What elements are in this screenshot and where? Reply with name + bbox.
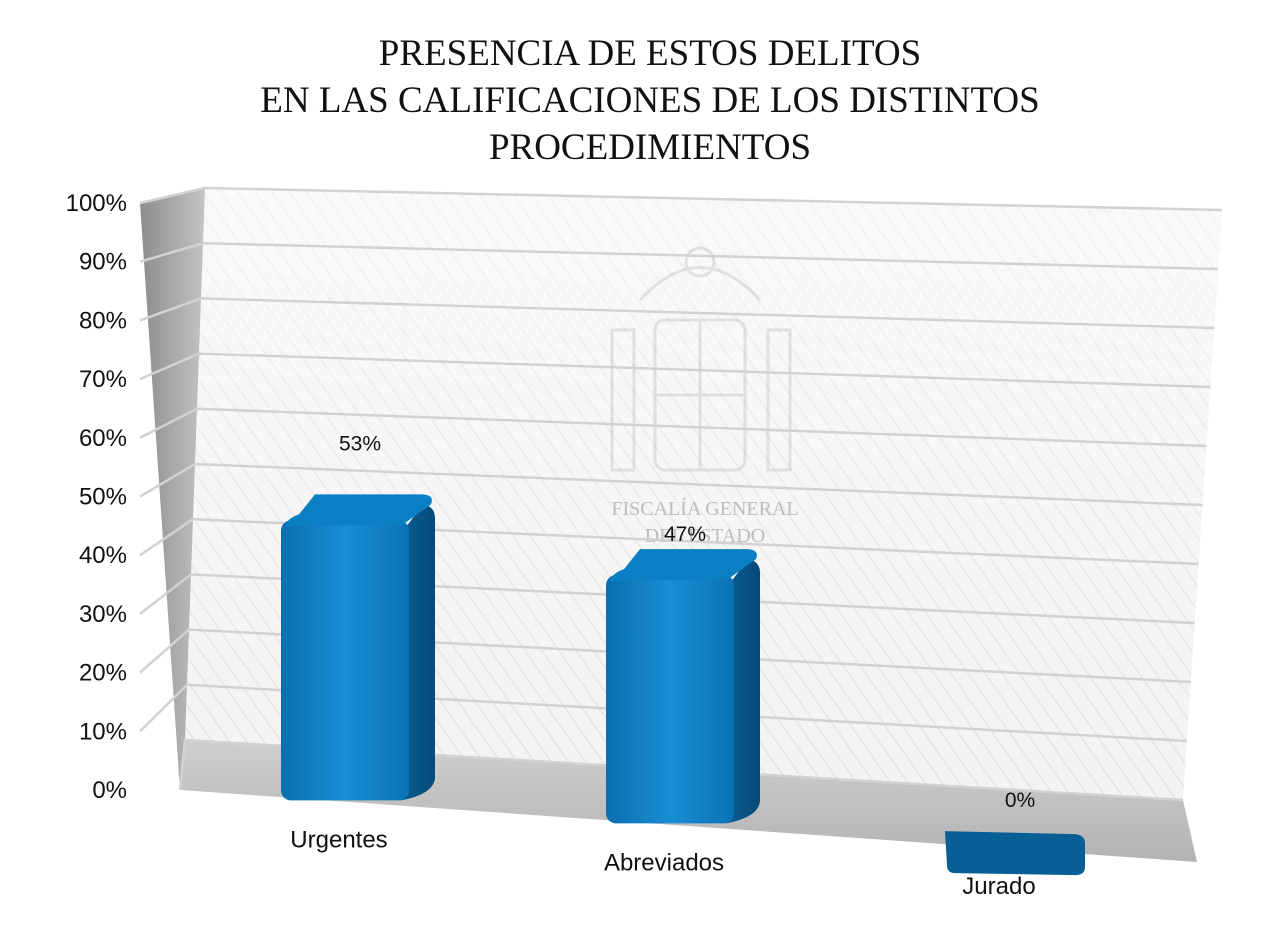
- watermark-seal: [610, 246, 792, 472]
- gridline: [139, 186, 1223, 212]
- bar-urgentes: [281, 494, 435, 801]
- bar-front: [606, 575, 734, 824]
- chart-title-line-1: PRESENCIA DE ESTOS DELITOS: [378, 33, 922, 74]
- y-tick-label: 0%: [92, 777, 127, 804]
- side-wall: [140, 188, 205, 790]
- bar-front: [281, 520, 409, 801]
- y-tick-label: 30%: [79, 601, 127, 628]
- y-tick-label: 40%: [79, 542, 127, 569]
- bar-abreviados: [606, 549, 760, 824]
- chart-title-line-2: EN LAS CALIFICACIONES DE LOS DISTINTOS: [260, 80, 1040, 121]
- y-tick-label: 50%: [79, 484, 127, 511]
- svg-text:FISCALÍA GENERAL: FISCALÍA GENERAL: [611, 497, 798, 520]
- gridline: [139, 407, 1207, 448]
- category-labels: Urgentes Abreviados Jurado: [290, 826, 1035, 900]
- data-label: 53%: [339, 432, 381, 455]
- bar-flat: [945, 831, 1085, 876]
- gridline: [139, 241, 1219, 271]
- data-label: 0%: [1005, 789, 1035, 812]
- y-tick-label: 70%: [79, 366, 127, 393]
- y-tick-label: 10%: [79, 718, 127, 745]
- bar-jurado: [945, 831, 1085, 876]
- chart-title: PRESENCIA DE ESTOS DELITOS EN LAS CALIFI…: [0, 30, 1275, 171]
- category-label: Urgentes: [290, 826, 387, 853]
- gridline: [139, 683, 1187, 743]
- y-tick-label: 90%: [79, 249, 127, 276]
- gridlines: [139, 186, 1223, 802]
- bar-top: [610, 549, 757, 582]
- gridline: [139, 517, 1199, 566]
- gridline: [139, 573, 1195, 625]
- data-label: 47%: [664, 523, 706, 546]
- y-tick-label: 60%: [79, 425, 127, 452]
- y-tick-label: 80%: [79, 307, 127, 334]
- bars: [281, 494, 1085, 876]
- category-label: Jurado: [962, 873, 1035, 900]
- gridline: [139, 297, 1215, 330]
- y-axis-ticks: 0% 10% 20% 30% 40% 50% 60% 70% 80% 90% 100%: [66, 190, 127, 804]
- chart-title-line-3: PROCEDIMIENTOS: [488, 127, 812, 168]
- data-labels: 53% 47% 0%: [339, 432, 1035, 812]
- back-wall-shade: [185, 188, 1222, 800]
- gridline: [178, 738, 1184, 802]
- gridline: [139, 462, 1203, 507]
- category-label: Abreviados: [604, 849, 724, 876]
- gridline: [139, 352, 1211, 389]
- y-tick-label: 20%: [79, 660, 127, 687]
- bar-side: [726, 559, 760, 824]
- y-tick-label: 100%: [66, 190, 127, 217]
- bar-top: [285, 494, 432, 527]
- gridline: [139, 628, 1191, 684]
- bar-side: [401, 504, 435, 801]
